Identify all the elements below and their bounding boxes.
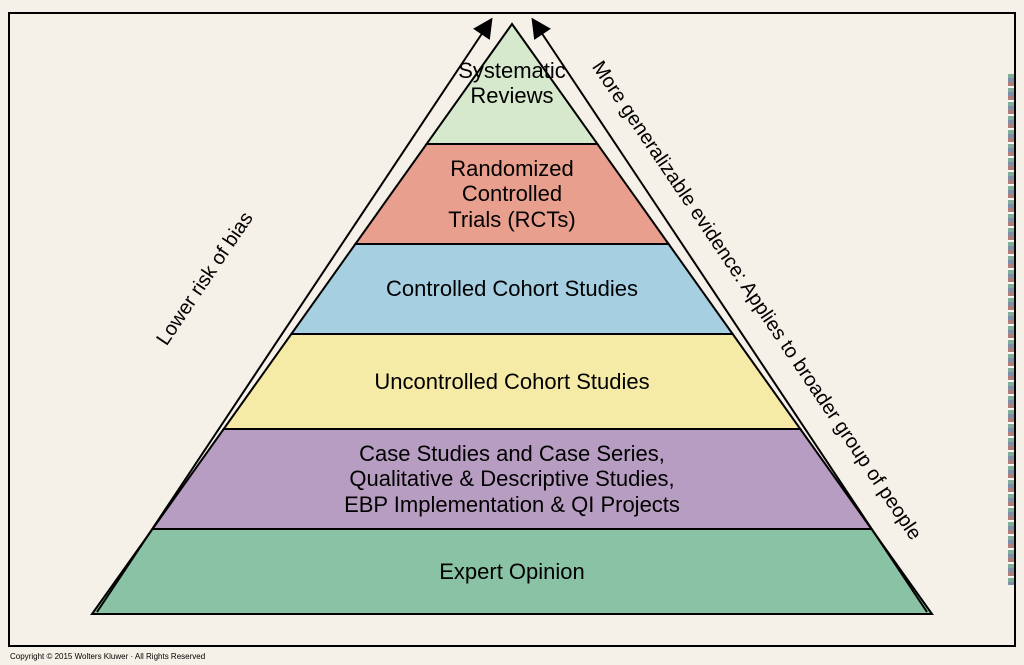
pyramid-layer-0 [427,24,598,144]
copyright-text: Copyright © 2015 Wolters Kluwer · All Ri… [10,652,205,661]
pyramid-layer-4 [153,429,872,529]
pyramid-layer-2 [291,244,732,334]
diagram-frame: Systematic ReviewsRandomized Controlled … [8,12,1016,647]
pyramid-layer-1 [355,144,668,244]
pyramid-layer-5 [92,529,932,614]
pyramid-layer-3 [224,334,801,429]
pyramid-svg [62,14,962,630]
evidence-pyramid: Systematic ReviewsRandomized Controlled … [62,14,962,630]
decorative-edge-stripe [1008,74,1014,585]
